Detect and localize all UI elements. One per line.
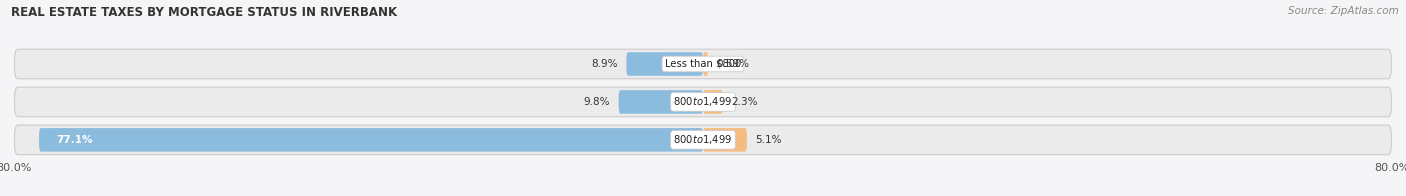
Text: 77.1%: 77.1% bbox=[56, 135, 93, 145]
Text: 9.8%: 9.8% bbox=[583, 97, 610, 107]
FancyBboxPatch shape bbox=[39, 128, 703, 152]
Text: REAL ESTATE TAXES BY MORTGAGE STATUS IN RIVERBANK: REAL ESTATE TAXES BY MORTGAGE STATUS IN … bbox=[11, 6, 398, 19]
Text: 5.1%: 5.1% bbox=[755, 135, 782, 145]
Text: $800 to $1,499: $800 to $1,499 bbox=[673, 95, 733, 108]
Text: Source: ZipAtlas.com: Source: ZipAtlas.com bbox=[1288, 6, 1399, 16]
FancyBboxPatch shape bbox=[14, 49, 1392, 79]
FancyBboxPatch shape bbox=[626, 52, 703, 76]
Text: 8.9%: 8.9% bbox=[592, 59, 617, 69]
FancyBboxPatch shape bbox=[703, 128, 747, 152]
FancyBboxPatch shape bbox=[619, 90, 703, 114]
FancyBboxPatch shape bbox=[14, 125, 1392, 155]
Text: 0.59%: 0.59% bbox=[717, 59, 749, 69]
Text: Less than $800: Less than $800 bbox=[665, 59, 741, 69]
FancyBboxPatch shape bbox=[703, 90, 723, 114]
FancyBboxPatch shape bbox=[703, 52, 709, 76]
Text: $800 to $1,499: $800 to $1,499 bbox=[673, 133, 733, 146]
FancyBboxPatch shape bbox=[14, 87, 1392, 117]
Text: 2.3%: 2.3% bbox=[731, 97, 758, 107]
